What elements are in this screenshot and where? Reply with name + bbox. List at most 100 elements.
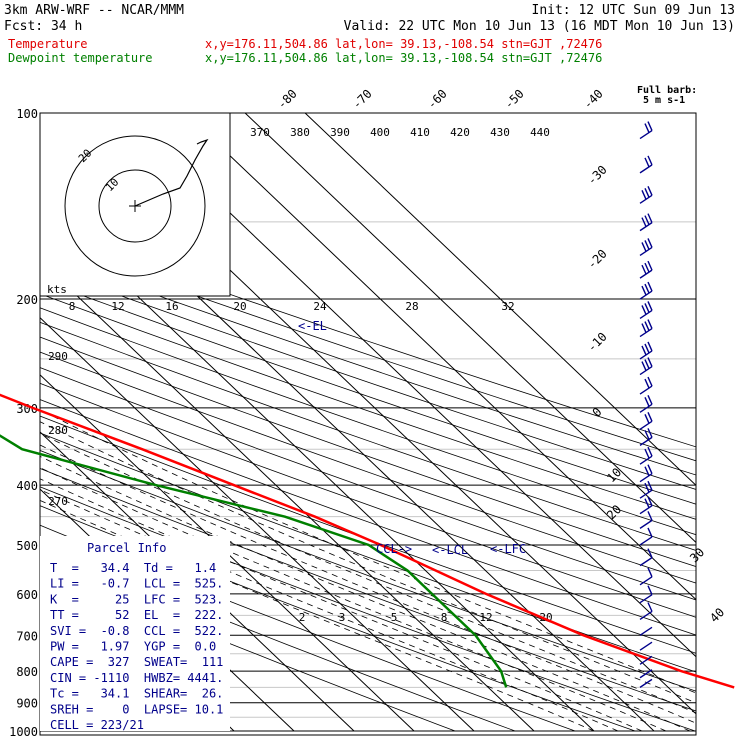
theta-label: 390 xyxy=(330,126,350,139)
isotherm xyxy=(184,113,696,601)
moist-adiabat xyxy=(40,432,696,714)
kts-label: kts xyxy=(47,283,67,296)
wind-barb xyxy=(639,496,653,515)
wind-barb xyxy=(639,678,653,688)
isotherm-label-right: -30 xyxy=(585,163,610,188)
isotherm-labels-top: -80 -70 -60 -50 -40 xyxy=(275,87,606,112)
full-barb-value: 5 m s-1 xyxy=(643,95,685,106)
theta-labels: 370 380 390 400 410 420 430 440 xyxy=(250,126,550,139)
isotherm xyxy=(40,316,475,732)
pressure-tick-label: 200 xyxy=(16,293,38,307)
parcel-info-row: LI = -0.7 LCL = 525. xyxy=(50,577,223,591)
dry-adiabat xyxy=(40,351,696,584)
parcel-info-title: Parcel Info xyxy=(87,541,166,555)
pressure-axis: 100 200 300 400 500 600 700 800 900 1000 xyxy=(9,107,38,739)
dry-adiabat xyxy=(40,336,696,567)
pressure-tick-label: 800 xyxy=(16,665,38,679)
lfc-marker: <-LFC xyxy=(490,542,526,556)
speed-label: 32 xyxy=(501,300,514,313)
pressure-tick-label: 600 xyxy=(16,588,38,602)
wind-barb xyxy=(639,655,653,665)
dry-adiabat xyxy=(40,415,696,654)
speed-label: 20 xyxy=(233,300,246,313)
theta-label: 370 xyxy=(250,126,270,139)
pressure-tick-label: 300 xyxy=(16,402,38,416)
isotherm-label-right: 10 xyxy=(604,465,624,485)
wind-barb xyxy=(639,238,653,256)
dry-adiabat xyxy=(40,321,696,551)
wind-barb xyxy=(639,376,653,395)
dewpoint-legend-info: x,y=176.11,504.86 lat,lon= 39.13,-108.54… xyxy=(205,51,602,65)
dry-adiabat xyxy=(40,307,696,536)
wind-barb xyxy=(639,121,653,140)
wind-barb xyxy=(639,155,653,174)
hodograph-trace xyxy=(134,138,209,207)
dry-adiabat xyxy=(40,468,696,712)
wind-barb xyxy=(639,641,653,651)
plot-frame xyxy=(39,112,697,736)
temperature-legend-info: x,y=176.11,504.86 lat,lon= 39.13,-108.54… xyxy=(205,37,602,51)
full-barb-label: Full barb: xyxy=(637,85,697,96)
wind-barb xyxy=(639,428,653,446)
hodograph-inset: 10 20 xyxy=(39,112,231,297)
model-title: 3km ARW-WRF -- NCAR/MMM xyxy=(4,3,184,18)
theta-label-left: 290 xyxy=(48,350,68,363)
wind-barb xyxy=(639,511,653,529)
isotherm-label-right: 20 xyxy=(604,502,624,522)
theta-label: 440 xyxy=(530,126,550,139)
mixing-ratio-label: 5 xyxy=(391,611,398,624)
wind-barb xyxy=(639,669,653,679)
wind-barb xyxy=(639,446,653,465)
pressure-tick-label: 400 xyxy=(16,479,38,493)
wind-barb xyxy=(639,412,653,430)
theta-label: 430 xyxy=(490,126,510,139)
isotherm xyxy=(244,113,696,544)
dry-adiabat xyxy=(40,252,696,476)
wind-barb xyxy=(639,213,653,232)
wind-barb xyxy=(639,548,653,567)
wind-barb xyxy=(639,480,653,499)
mixing-ratio-label: 3 xyxy=(339,611,346,624)
isotherm xyxy=(40,259,535,732)
isotherm-label-right: -10 xyxy=(585,330,610,355)
dewpoint-legend-label: Dewpoint temperature xyxy=(8,51,153,65)
theta-labels-left: 290 280 270 xyxy=(48,350,68,508)
wind-barb xyxy=(639,464,653,483)
pressure-tick-label: 100 xyxy=(16,107,38,121)
parcel-info-row: K = 25 LFC = 523. xyxy=(50,592,223,606)
parcel-info-rows: T = 34.4 Td = 1.4 LI = -0.7 LCL = 525.K =… xyxy=(50,561,223,732)
isotherm-label-top: -80 xyxy=(275,87,300,112)
wind-barb xyxy=(639,395,653,413)
isotherm-label-right: -20 xyxy=(585,247,610,272)
hodograph-ring-10 xyxy=(98,169,172,243)
mixing-ratio-label: 2 xyxy=(299,611,306,624)
el-marker: <-EL xyxy=(298,319,327,333)
dry-adiabat xyxy=(40,432,696,673)
theta-label: 380 xyxy=(290,126,310,139)
speed-label: 16 xyxy=(165,300,178,313)
pressure-tick-label: 900 xyxy=(16,697,38,711)
wind-barb xyxy=(639,301,653,320)
isotherm xyxy=(40,374,415,732)
pressure-tick-label: 500 xyxy=(16,539,38,553)
isotherm-label-top: -70 xyxy=(350,87,375,112)
mixing-ratio-label: 8 xyxy=(441,611,448,624)
hodograph-ring-20 xyxy=(64,135,206,277)
isotherm-label-top: -50 xyxy=(502,87,527,112)
moist-adiabat xyxy=(40,421,696,704)
dry-adiabat xyxy=(40,293,696,520)
parcel-info-row: T = 34.4 Td = 1.4 xyxy=(50,561,216,575)
isotherm-label-top: -60 xyxy=(425,87,450,112)
parcel-info-row: CAPE = 327 SWEAT= 111 xyxy=(50,655,223,669)
wind-barb xyxy=(639,567,653,586)
parcel-info-row: PW = 1.97 YGP = 0.0 xyxy=(50,640,216,654)
dry-adiabat xyxy=(40,226,696,448)
parcel-info-row: SREH = 0 LAPSE= 10.1 xyxy=(50,702,223,716)
theta-label: 410 xyxy=(410,126,430,139)
init-time: Init: 12 UTC Sun 09 Jun 13 xyxy=(532,3,736,18)
wind-barb xyxy=(639,527,653,546)
moist-adiabat xyxy=(40,409,696,694)
forecast-hour: Fcst: 34 h xyxy=(4,19,82,34)
